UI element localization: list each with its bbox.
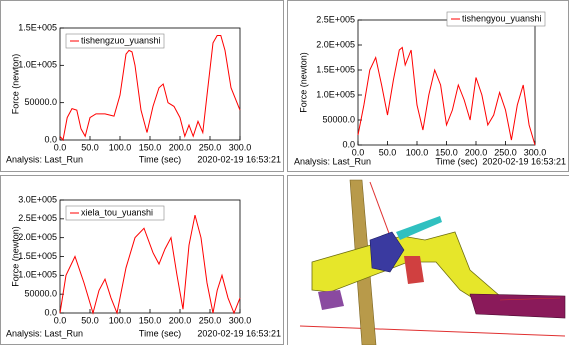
x-tick-label: 100.0 xyxy=(406,147,429,157)
analysis-label: Analysis: Last_Run xyxy=(6,154,83,164)
page: {"chart_data": [ {"type": "line", "ylabe… xyxy=(0,0,569,345)
y-tick-label: 1.5E+005 xyxy=(18,251,57,261)
timestamp: 2020-02-19 16:53:21 xyxy=(197,328,281,338)
y-tick-label: 50000.0 xyxy=(24,289,57,299)
x-tick-label: 0.0 xyxy=(54,142,67,152)
y-tick-label: 1.0E+005 xyxy=(316,89,355,99)
y-tick-label: 1.5E+005 xyxy=(316,64,355,74)
legend-label: tishengyou_yuanshi xyxy=(462,13,542,23)
y-tick-label: 1.0E+005 xyxy=(18,60,57,70)
x-tick-label: 0.0 xyxy=(54,315,67,325)
y-tick-label: 1.0E+005 xyxy=(18,270,57,280)
x-tick-label: 200.0 xyxy=(169,142,192,152)
x-tick-label: 50.0 xyxy=(379,147,397,157)
x-axis-label: Time (sec) xyxy=(139,328,181,338)
3d-view xyxy=(288,176,569,345)
x-tick-label: 150.0 xyxy=(139,315,162,325)
y-axis-label: Force (newton) xyxy=(10,226,20,287)
legend-label: tishengzuo_yuanshi xyxy=(81,35,161,45)
timestamp: 2020-02-19 16:53:21 xyxy=(197,154,281,164)
legend-label: xiela_tou_yuanshi xyxy=(81,207,153,217)
x-tick-label: 50.0 xyxy=(81,315,99,325)
beam xyxy=(470,294,565,318)
x-tick-label: 250.0 xyxy=(199,315,222,325)
timestamp: 2020-02-19 16:53:21 xyxy=(482,156,566,166)
x-tick-label: 50.0 xyxy=(81,142,99,152)
y-axis-label: Force (newton) xyxy=(298,52,308,113)
y-tick-label: 2.5E+005 xyxy=(316,14,355,24)
x-tick-label: 200.0 xyxy=(169,315,192,325)
analysis-label: Analysis: Last_Run xyxy=(6,328,83,338)
y-tick-label: 50000.0 xyxy=(24,97,57,107)
x-tick-label: 100.0 xyxy=(109,315,132,325)
y-tick-label: 1.5E+005 xyxy=(18,22,57,32)
y-tick-label: 3.0E+005 xyxy=(18,194,57,204)
x-tick-label: 300.0 xyxy=(229,315,252,325)
x-tick-label: 100.0 xyxy=(109,142,132,152)
y-tick-label: 50000.0 xyxy=(322,114,355,124)
x-tick-label: 150.0 xyxy=(139,142,162,152)
x-tick-label: 250.0 xyxy=(199,142,222,152)
y-axis-label: Force (newton) xyxy=(10,54,20,115)
analysis-label: Analysis: Last_Run xyxy=(294,156,371,166)
y-tick-label: 2.0E+005 xyxy=(18,232,57,242)
y-tick-label: 2.0E+005 xyxy=(316,39,355,49)
x-axis-label: Time (sec) xyxy=(139,154,181,164)
y-tick-label: 2.5E+005 xyxy=(18,213,57,223)
x-axis-label: Time (sec) xyxy=(435,156,477,166)
screen: 0.0 50000.0 1.0E+005 1.5E+005 0.0 50.0 100.0 15… xyxy=(0,0,569,345)
x-tick-label: 300.0 xyxy=(229,142,252,152)
